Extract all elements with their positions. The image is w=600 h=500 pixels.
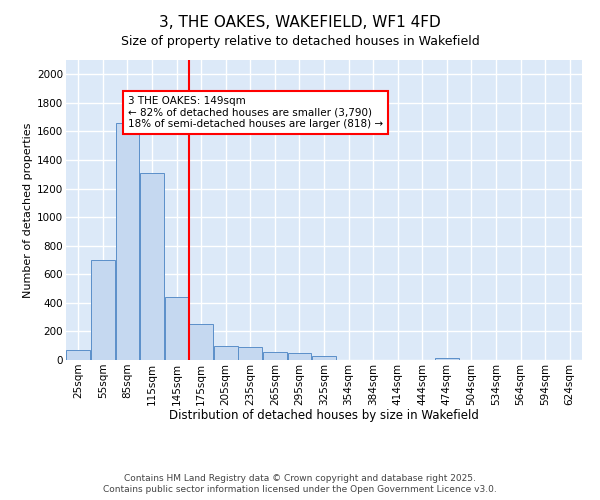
Bar [91, 260, 115, 360]
Bar [189, 324, 213, 360]
Bar [312, 356, 336, 360]
Bar [214, 346, 238, 360]
Y-axis label: Number of detached properties: Number of detached properties [23, 122, 33, 298]
Bar [67, 350, 90, 360]
Bar [140, 173, 164, 360]
Bar [116, 123, 139, 360]
Bar [164, 297, 188, 360]
Text: Size of property relative to detached houses in Wakefield: Size of property relative to detached ho… [121, 35, 479, 48]
Bar [238, 347, 262, 360]
Text: 3 THE OAKES: 149sqm
← 82% of detached houses are smaller (3,790)
18% of semi-det: 3 THE OAKES: 149sqm ← 82% of detached ho… [128, 96, 383, 129]
Text: 3, THE OAKES, WAKEFIELD, WF1 4FD: 3, THE OAKES, WAKEFIELD, WF1 4FD [159, 15, 441, 30]
Bar [263, 352, 287, 360]
Bar [435, 358, 459, 360]
Text: Contains HM Land Registry data © Crown copyright and database right 2025.
Contai: Contains HM Land Registry data © Crown c… [103, 474, 497, 494]
Bar [287, 353, 311, 360]
X-axis label: Distribution of detached houses by size in Wakefield: Distribution of detached houses by size … [169, 409, 479, 422]
